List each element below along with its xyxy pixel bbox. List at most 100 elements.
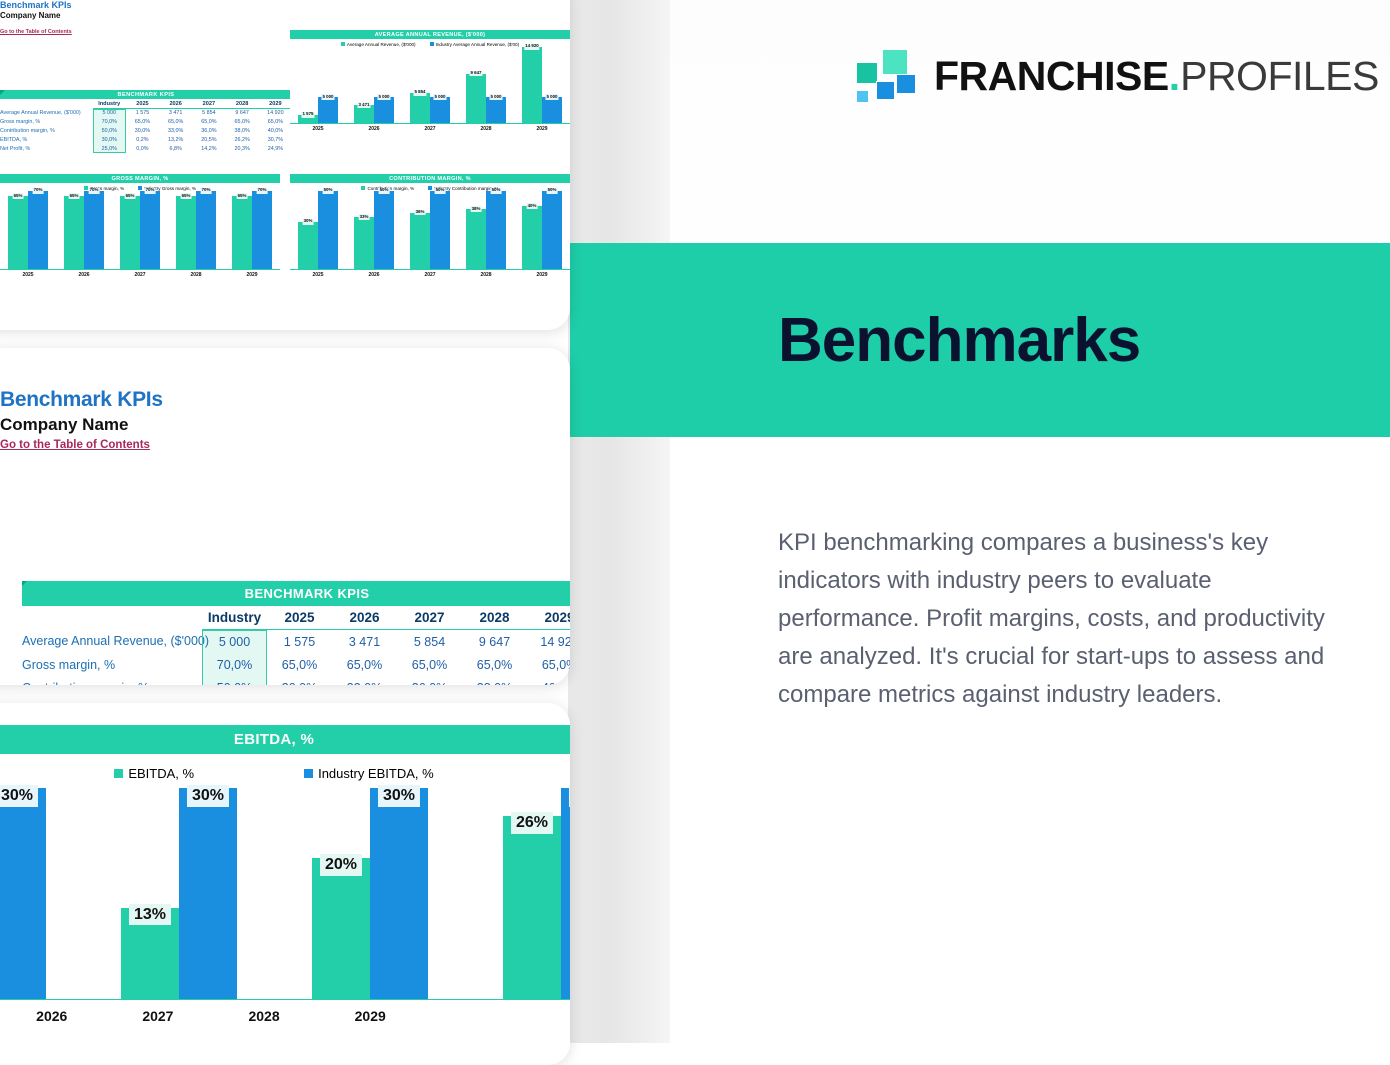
chart-bar: 5 854 [410,89,430,123]
chart-x-tick-label: 2028 [190,271,202,278]
kpi-cell-industry: 70,0% [202,653,267,676]
chart-x-tick-label: 2028 [480,125,492,132]
chart-category-group: 36% 50% [410,187,450,269]
kpi-column-header-2029: 2029 [258,99,292,109]
chart-x-tick-label: 2025 [22,271,34,278]
legend-item: Contribution margin, % [361,186,414,191]
chart-data-label: 3 471 [357,101,371,108]
chart-gross-margin: GROSS MARGIN, % Gross margin, % Industry G… [0,174,280,302]
card-ebitda-chart: EBITDA, % EBITDA, % Industry EBITDA, % 0%30… [0,703,570,1065]
table-of-contents-link[interactable]: Go to the Table of Contents [0,439,150,451]
chart-bar: 70% [28,187,48,269]
kpi-cell: 65,0% [281,657,318,672]
cell-corner-marker-icon [22,581,27,586]
chart-bar: 70% [84,187,104,269]
kpi-cell: 9 647 [478,634,511,649]
chart-category-group: 65% 70% [64,187,104,269]
kpi-cell: 20,3% [234,145,250,152]
chart-bar: 65% [176,193,196,269]
sheet-subtitle: Company Name [0,415,129,434]
kpi-header-blank [22,606,202,630]
chart-bar: 9 647 [466,70,486,123]
logo-text-profiles: PROFILES [1180,52,1379,99]
kpi-table-band: BENCHMARK KPIS [22,581,570,606]
chart-bar: 50% [374,187,394,269]
chart-bar: 38% [466,206,486,269]
kpi-row-label: Average Annual Revenue, ($'000) [0,110,81,117]
chart-data-label: 5 854 [413,89,427,96]
kpi-cell: 65,0% [201,119,217,126]
chart-x-tick-label: 2025 [312,271,324,278]
sheet-subtitle: Company Name [0,11,61,20]
kpi-table-small: BENCHMARK KPIS Industry 2025 2026 2027 2028 20… [0,90,292,153]
chart-bar: 20% [312,854,370,999]
kpi-table-row: Gross margin, % 70,0% 65,0% 65,0% 65,0% 65,0%… [22,653,570,676]
chart-data-label: 5 000 [377,93,391,101]
chart-bar: 33% [354,213,374,269]
chart-x-tick-label: 2026 [368,271,380,278]
chart-contribution-margin: CONTRIBUTION MARGIN, % Contribution margi… [290,174,570,302]
kpi-row-label: Net Profit, % [0,145,31,152]
kpi-table: BENCHMARK KPIS Industry 2025 2026 2027 2028 20… [22,581,570,685]
kpi-table-row: Contribution margin, % 50,0% 30,0% 33,0% 36,… [0,126,292,136]
kpi-cell: 30,7% [267,136,283,143]
kpi-table-row: Average Annual Revenue, ($'000) 5 000 1 57… [22,581,570,653]
chart-category-group: 20% 30% [312,781,428,999]
chart-bar: 70% [140,187,160,269]
sheet-heading-block-large: Benchmark KPIs Company Name Go to the Ta… [0,388,548,453]
page-description: KPI benchmarking compares a business's k… [778,529,1325,708]
chart-data-label: 20% [319,854,363,876]
chart-x-tick-label: 2027 [134,271,146,278]
kpi-table-row: Net Profit, % 25,0% 0,0% 6,8% 14,2% 20,3% 24,9… [0,144,292,153]
kpi-table-band-title: BENCHMARK KPIS [22,581,570,606]
chart-data-label: 65% [236,192,248,200]
kpi-cell: 24,9% [267,145,283,152]
kpi-cell: 1 575 [283,634,316,649]
legend-label: Average Annual Revenue, ($'000) [346,41,416,47]
kpi-table-row: Average Annual Revenue, ($'000) 5 000 1 57… [0,90,292,118]
chart-bar: 5 000 [374,93,394,123]
kpi-cell-industry: 5 000 [0,90,126,118]
kpi-cell-industry: 25,0% [92,144,126,153]
franchise-profiles-logo: FRANCHISE.PROFILES [852,48,1379,104]
kpi-cell: 38,0% [462,676,527,686]
chart-bar: 30% [561,785,570,999]
chart-bar: 26% [503,812,561,999]
kpi-cell: 0,2% [136,136,149,143]
chart-bar: 14 920 [522,43,542,123]
chart-bar: 5 000 [486,94,506,123]
kpi-table-row: Gross margin, % 70,0% 65,0% 65,0% 65,0% 65,0%… [0,117,292,127]
kpi-cell-industry: 50,0% [92,126,126,136]
chart-data-label: 70% [256,187,268,194]
chart-data-label: 1 575 [301,111,315,118]
chart-bar: 5 000 [542,94,562,123]
kpi-cell: 65,0% [168,119,184,126]
chart-title: EBITDA, % [0,725,570,754]
chart-category-group: 65% 70% [176,187,216,269]
kpi-cell: 65,0% [476,657,513,672]
page-title: Benchmarks [778,306,1141,375]
legend-label: Gross margin, % [89,185,125,191]
chart-bar: 30% [0,785,46,999]
kpi-row-label: Contribution margin, % [22,676,202,686]
legend-swatch [304,769,314,778]
kpi-column-header-industry: Industry [92,99,126,109]
chart-bar: 5 000 [430,94,450,123]
sheet-title: Benchmark KPIs [0,0,72,10]
kpi-cell: 40,0% [527,676,570,686]
kpi-column-header-2026: 2026 [332,606,397,630]
chart-data-label: 65% [12,192,24,200]
chart-bar: 3 471 [354,101,374,123]
kpi-cell: 3 471 [168,110,183,117]
kpi-column-header-industry: Industry [202,606,267,630]
chart-plot-area: 65% 70% 65% 70% 65% 70% 65% 70% 65% 70% [0,187,280,269]
kpi-cell-industry: 50,0% [202,676,267,685]
legend-item: Industry Gross margin, % [138,186,196,191]
kpi-cell: 30,0% [134,127,151,134]
chart-data-label: 33% [358,213,370,221]
legend-swatch [428,186,433,191]
chart-bar: 50% [430,187,450,269]
table-of-contents-link[interactable]: Go to the Table of Contents [0,29,72,35]
